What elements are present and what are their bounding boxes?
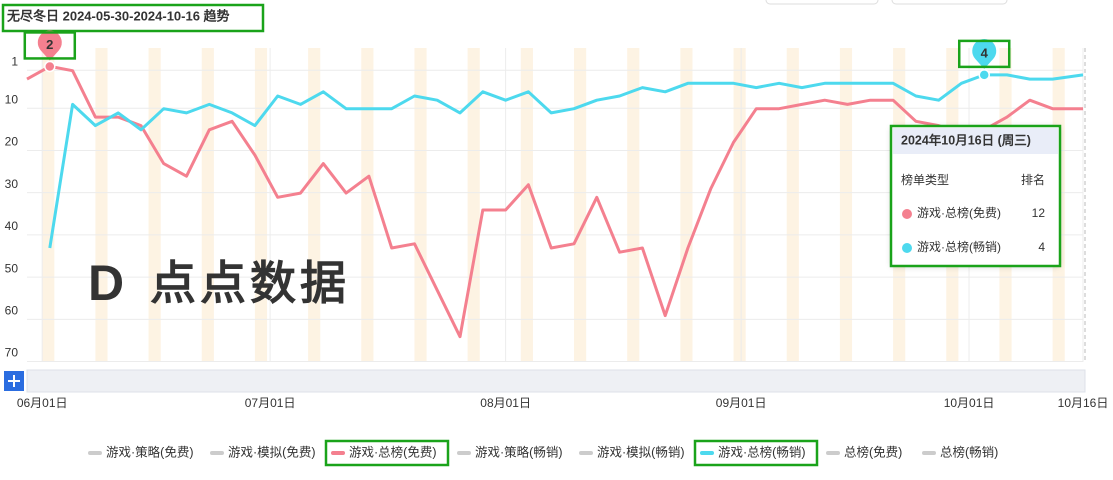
- zoom-slider[interactable]: [26, 369, 1086, 393]
- tooltip-header: [893, 128, 1058, 154]
- marker-pin: [972, 38, 997, 69]
- legend-swatch: [457, 451, 471, 455]
- legend-swatch: [700, 451, 714, 455]
- watermark: 点点数据: [150, 257, 350, 309]
- legend-swatch: [331, 451, 345, 455]
- highlight-box: [957, 39, 1011, 69]
- legend-swatch: [210, 451, 224, 455]
- weekend-band: [786, 48, 799, 362]
- y-tick-label: 40: [5, 219, 19, 233]
- x-tick-label: 10月16日: [1058, 396, 1109, 410]
- y-tick-label: 60: [5, 304, 19, 318]
- legend-label[interactable]: 游戏·总榜(免费): [349, 444, 437, 459]
- tooltip-series-name: 游戏·总榜(畅销): [917, 239, 1001, 254]
- legend-label[interactable]: 游戏·总榜(畅销): [718, 444, 806, 459]
- legend-swatch: [826, 451, 840, 455]
- tooltip-swatch: [902, 209, 912, 219]
- button[interactable]: [765, 0, 879, 5]
- x-tick-label: 08月01日: [480, 396, 531, 410]
- legend-swatch: [88, 451, 102, 455]
- marker-dot: [44, 60, 56, 73]
- y-tick-label: 20: [5, 135, 19, 149]
- legend-label[interactable]: 总榜(畅销): [940, 444, 998, 459]
- weekend-band: [201, 48, 214, 362]
- tooltip-series-name: 游戏·总榜(免费): [917, 205, 1001, 220]
- legend-label[interactable]: 游戏·策略(免费): [106, 444, 194, 459]
- marker-pin: [37, 30, 62, 61]
- tooltip-header-label: 榜单类型: [901, 172, 949, 187]
- legend-label[interactable]: 游戏·策略(畅销): [475, 444, 563, 459]
- weekend-band: [627, 48, 640, 362]
- highlight-box: [1, 3, 265, 33]
- marker-label: 2: [46, 37, 53, 52]
- x-tick-label: 07月01日: [245, 396, 296, 410]
- legend-label[interactable]: 总榜(免费): [844, 444, 902, 459]
- highlight-box: [23, 31, 77, 60]
- y-tick-label: 10: [5, 92, 19, 106]
- button[interactable]: [891, 0, 1008, 5]
- tooltip-value: 4: [1038, 240, 1045, 254]
- weekend-band: [839, 48, 853, 362]
- plus-icon: [8, 375, 20, 387]
- weekend-band: [520, 48, 533, 362]
- highlight-box: [889, 124, 1062, 268]
- tooltip: [891, 126, 1060, 266]
- marker-label: 4: [981, 45, 989, 60]
- weekend-band: [414, 48, 427, 362]
- tooltip-value: 12: [1032, 206, 1046, 220]
- y-tick-label: 50: [5, 261, 19, 275]
- weekend-band: [308, 48, 321, 362]
- series-line: [26, 64, 1083, 339]
- weekend-band: [254, 48, 268, 362]
- plot-background: [27, 48, 1086, 363]
- y-tick-label: 70: [5, 346, 19, 360]
- y-tick-label: 30: [5, 177, 19, 191]
- weekend-band: [95, 48, 108, 362]
- x-tick-label: 09月01日: [716, 396, 767, 410]
- x-tick-label: 10月01日: [944, 396, 995, 410]
- watermark-logo: D: [88, 255, 124, 311]
- marker-dot: [978, 69, 990, 81]
- legend-label[interactable]: 游戏·模拟(畅销): [597, 445, 685, 459]
- tooltip-title: 2024年10月16日 (周三): [901, 132, 1031, 147]
- weekend-band: [148, 48, 161, 362]
- series-line: [48, 73, 1084, 249]
- chart-title: 无尽冬日 2024-05-30-2024-10-16 趋势: [6, 8, 230, 23]
- weekend-band: [680, 48, 693, 362]
- tooltip-swatch: [902, 243, 912, 253]
- y-tick-label: 1: [11, 54, 18, 68]
- tooltip-header-label: 排名: [1021, 172, 1045, 187]
- legend-label[interactable]: 游戏·模拟(免费): [228, 444, 316, 459]
- legend-swatch: [922, 451, 936, 455]
- weekend-band: [733, 48, 746, 362]
- highlight-box: [324, 439, 450, 467]
- x-tick-label: 06月01日: [17, 396, 68, 410]
- weekend-band: [361, 48, 374, 362]
- highlight-box: [693, 439, 819, 467]
- legend-swatch: [579, 451, 593, 455]
- weekend-band: [573, 48, 587, 362]
- weekend-band: [42, 48, 55, 362]
